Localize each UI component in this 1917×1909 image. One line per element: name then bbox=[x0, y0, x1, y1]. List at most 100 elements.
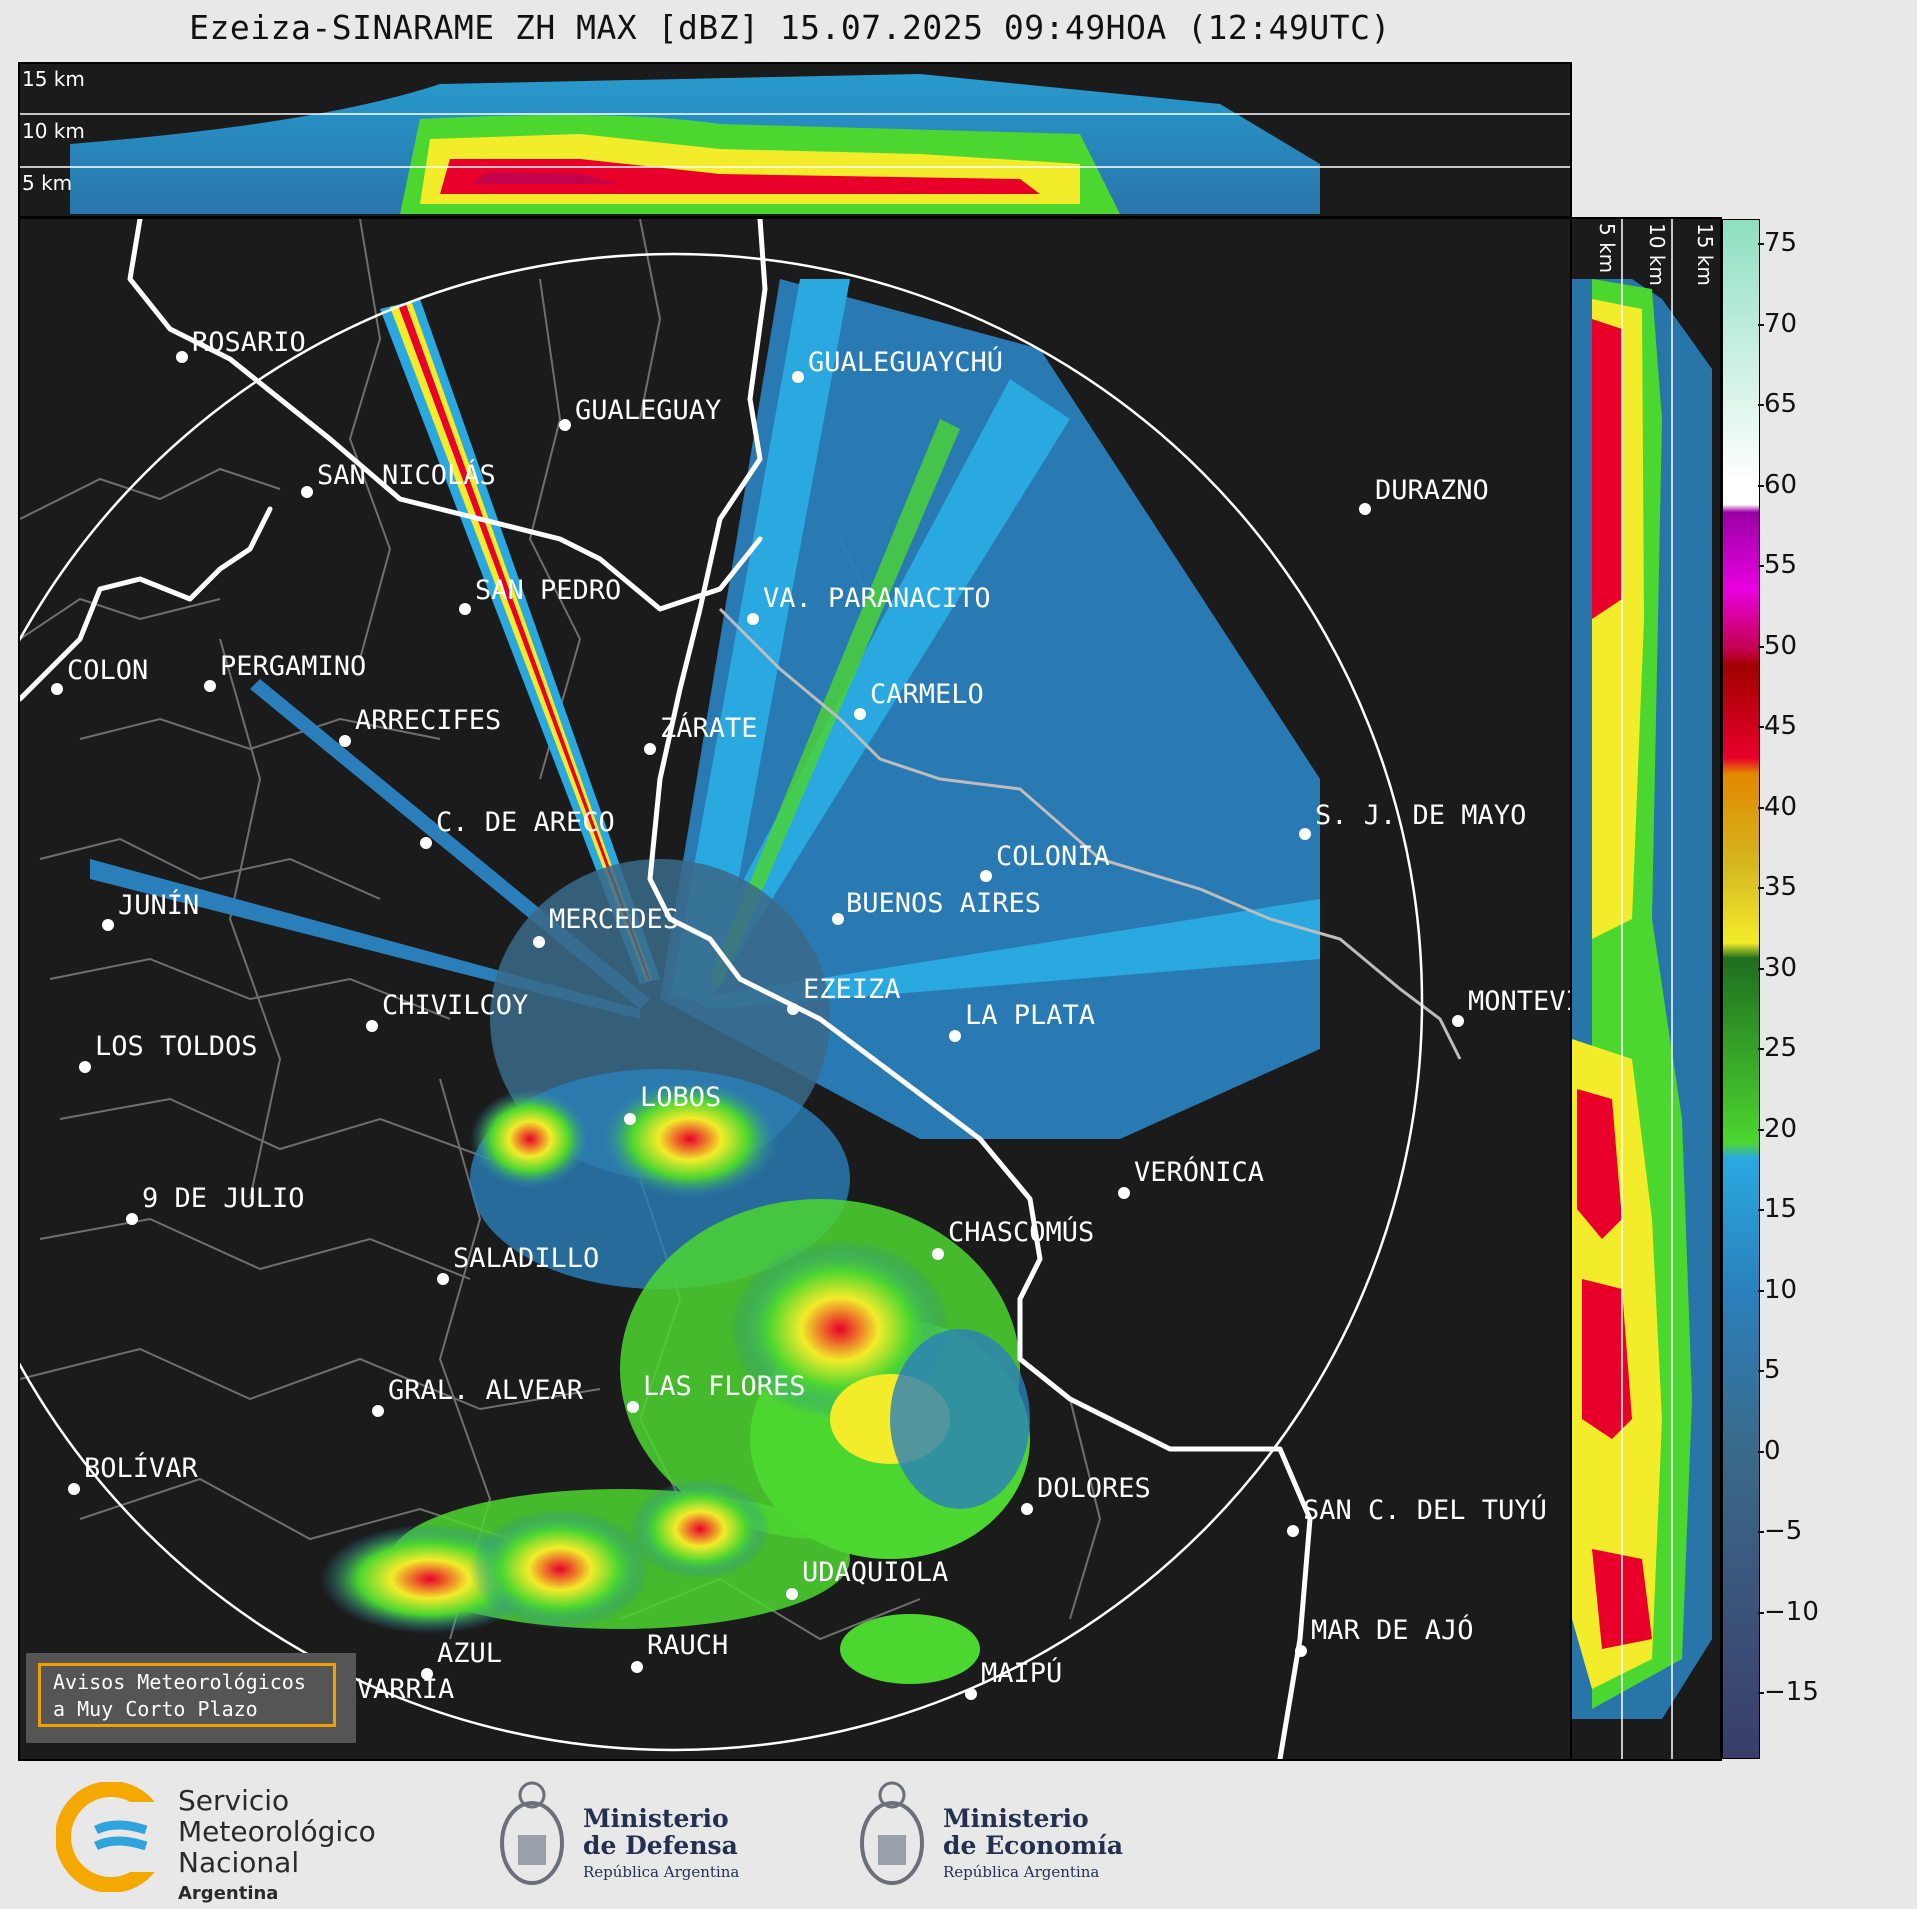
economia-seal-icon bbox=[860, 1781, 924, 1885]
city-chascomus: CHASCOMÚS bbox=[948, 1216, 1094, 1248]
colorbar-tick-label: −5 bbox=[1764, 1516, 1803, 1546]
side-label-15km: 15 km bbox=[1693, 223, 1717, 286]
colorbar-tickmark bbox=[1758, 484, 1764, 487]
city-buenos-aires: BUENOS AIRES bbox=[846, 888, 1041, 919]
colorbar-tick-label: 55 bbox=[1764, 550, 1798, 580]
economia-line-3: República Argentina bbox=[943, 1863, 1100, 1881]
city-veronica: VERÓNICA bbox=[1134, 1156, 1264, 1188]
city-colon: COLON bbox=[67, 655, 148, 686]
colorbar-tick-label: 65 bbox=[1764, 389, 1798, 419]
echo-nw-spike-red bbox=[398, 304, 650, 979]
city-dot-san-pedro bbox=[459, 603, 471, 615]
city-zarate: ZÁRATE bbox=[660, 712, 758, 744]
city-maipu: MAIPÚ bbox=[981, 1657, 1062, 1689]
city-dot-los-toldos bbox=[79, 1061, 91, 1073]
city-dot-gral-alvear bbox=[372, 1405, 384, 1417]
city-gualeguaychu: GUALEGUAYCHÚ bbox=[808, 346, 1003, 378]
economia-line-1: Ministerio bbox=[943, 1804, 1089, 1833]
city-azul: AZUL bbox=[437, 1638, 502, 1669]
side-echo-red-s2 bbox=[1582, 1279, 1632, 1439]
alert-line-2: a Muy Corto Plazo bbox=[53, 1697, 258, 1721]
radar-map-svg: ROSARIO GUALEGUAYCHÚ GUALEGUAY SAN NICOL… bbox=[20, 219, 1570, 1759]
city-bolivar: BOLÍVAR bbox=[84, 1452, 199, 1484]
city-dot-durazno bbox=[1359, 503, 1371, 515]
city-dot-c-de-areco bbox=[420, 837, 432, 849]
city-las-flores: LAS FLORES bbox=[643, 1371, 806, 1402]
city-colonia: COLONIA bbox=[996, 841, 1110, 872]
city-ezeiza: EZEIZA bbox=[803, 974, 901, 1005]
storm-lobos bbox=[470, 1089, 590, 1189]
city-montevideo: MONTEVIDEO bbox=[1468, 986, 1570, 1017]
colorbar-tickmark bbox=[1758, 1048, 1764, 1050]
echo-maipu bbox=[840, 1614, 980, 1684]
city-mercedes: MERCEDES bbox=[549, 904, 679, 935]
city-dot-9-de-julio bbox=[126, 1213, 138, 1225]
defensa-line-1: Ministerio bbox=[583, 1804, 729, 1833]
city-dot-dolores bbox=[1021, 1503, 1033, 1515]
city-dot-sj-de-mayo bbox=[1299, 828, 1311, 840]
colorbar-tickmark bbox=[1758, 645, 1764, 648]
city-gral-alvear: GRAL. ALVEAR bbox=[388, 1375, 584, 1406]
city-lobos: LOBOS bbox=[640, 1082, 721, 1113]
defensa-line-3: República Argentina bbox=[583, 1863, 740, 1881]
colorbar-tick-label: 60 bbox=[1764, 469, 1798, 500]
colorbar-tick-label: 50 bbox=[1764, 630, 1798, 661]
echo-ne-ray-green bbox=[710, 419, 960, 989]
colorbar-tickmark bbox=[1758, 243, 1764, 245]
side-label-10km: 10 km bbox=[1645, 223, 1669, 286]
echo-e-ray bbox=[690, 899, 1320, 1009]
city-9-de-julio: 9 DE JULIO bbox=[142, 1183, 305, 1214]
echo-ne-fan bbox=[660, 279, 1320, 1139]
city-gualeguay: GUALEGUAY bbox=[575, 395, 721, 426]
uruguay-border bbox=[718, 607, 1462, 1060]
city-dot-chascomus bbox=[932, 1248, 944, 1260]
city-carmelo: CARMELO bbox=[870, 679, 984, 710]
side-echo-red-s1 bbox=[1577, 1089, 1622, 1239]
city-dot-colonia bbox=[980, 870, 992, 882]
colorbar-tickmark bbox=[1758, 726, 1764, 728]
city-dot-chivilcoy bbox=[366, 1020, 378, 1032]
city-dot-saladillo bbox=[437, 1273, 449, 1285]
city-dot-maipu bbox=[965, 1688, 977, 1700]
colorbar-tick-label: 15 bbox=[1764, 1194, 1798, 1224]
economia-logo-text: Ministerio de Economía República Argenti… bbox=[943, 1805, 1123, 1886]
city-dot-bolivar bbox=[68, 1483, 80, 1495]
city-mar-de-ajo: MAR DE AJÓ bbox=[1311, 1614, 1474, 1646]
alert-line-1: Avisos Meteorológicos bbox=[53, 1670, 306, 1694]
colorbar-tick-label: 70 bbox=[1764, 308, 1798, 339]
city-dot-udaquiola bbox=[786, 1588, 798, 1600]
city-junin: JUNÍN bbox=[118, 889, 199, 921]
city-dot-san-c-del-tuyu bbox=[1287, 1525, 1299, 1537]
top-profile-svg: 15 km 10 km 5 km bbox=[20, 67, 1570, 214]
echo-se-blue bbox=[890, 1329, 1030, 1509]
alert-box-inner[interactable]: Avisos Meteorológicos a Muy Corto Plazo bbox=[38, 1663, 336, 1727]
colorbar-tickmark bbox=[1758, 404, 1764, 406]
city-dot-azul bbox=[421, 1668, 433, 1680]
smn-line-1: Servicio bbox=[178, 1784, 290, 1817]
top-height-profile: 15 km 10 km 5 km bbox=[18, 62, 1572, 218]
defensa-line-2: de Defensa bbox=[583, 1831, 738, 1860]
city-sj-de-mayo: S. J. DE MAYO bbox=[1315, 800, 1526, 831]
city-dot-la-plata bbox=[949, 1030, 961, 1042]
city-dolores: DOLORES bbox=[1037, 1473, 1151, 1504]
colorbar-tick-label: 25 bbox=[1764, 1033, 1798, 1063]
city-dot-veronica bbox=[1118, 1187, 1130, 1199]
colorbar-tickmark bbox=[1758, 1692, 1764, 1694]
colorbar-tickmark bbox=[1758, 1209, 1764, 1211]
smn-line-3: Nacional bbox=[178, 1846, 300, 1879]
city-dot-arrecifes bbox=[339, 735, 351, 747]
city-dot-gualeguaychu bbox=[792, 371, 804, 383]
city-dot-pergamino bbox=[204, 680, 216, 692]
colorbar-tick-label: 45 bbox=[1764, 711, 1798, 741]
radar-map[interactable]: ROSARIO GUALEGUAYCHÚ GUALEGUAY SAN NICOL… bbox=[18, 217, 1572, 1761]
colorbar-tick-label: 40 bbox=[1764, 791, 1798, 822]
alert-box[interactable]: Avisos Meteorológicos a Muy Corto Plazo bbox=[26, 1653, 356, 1743]
coastline bbox=[20, 219, 1313, 1759]
top-label-5km: 5 km bbox=[22, 171, 72, 195]
colorbar-tickmark bbox=[1758, 1370, 1764, 1372]
city-dot-zarate bbox=[644, 743, 656, 755]
city-san-pedro: SAN PEDRO bbox=[475, 575, 621, 606]
colorbar-tickmark bbox=[1758, 967, 1764, 970]
storm-udaquiola bbox=[630, 1479, 770, 1579]
side-height-profile: 5 km 10 km 15 km bbox=[1570, 217, 1722, 1761]
